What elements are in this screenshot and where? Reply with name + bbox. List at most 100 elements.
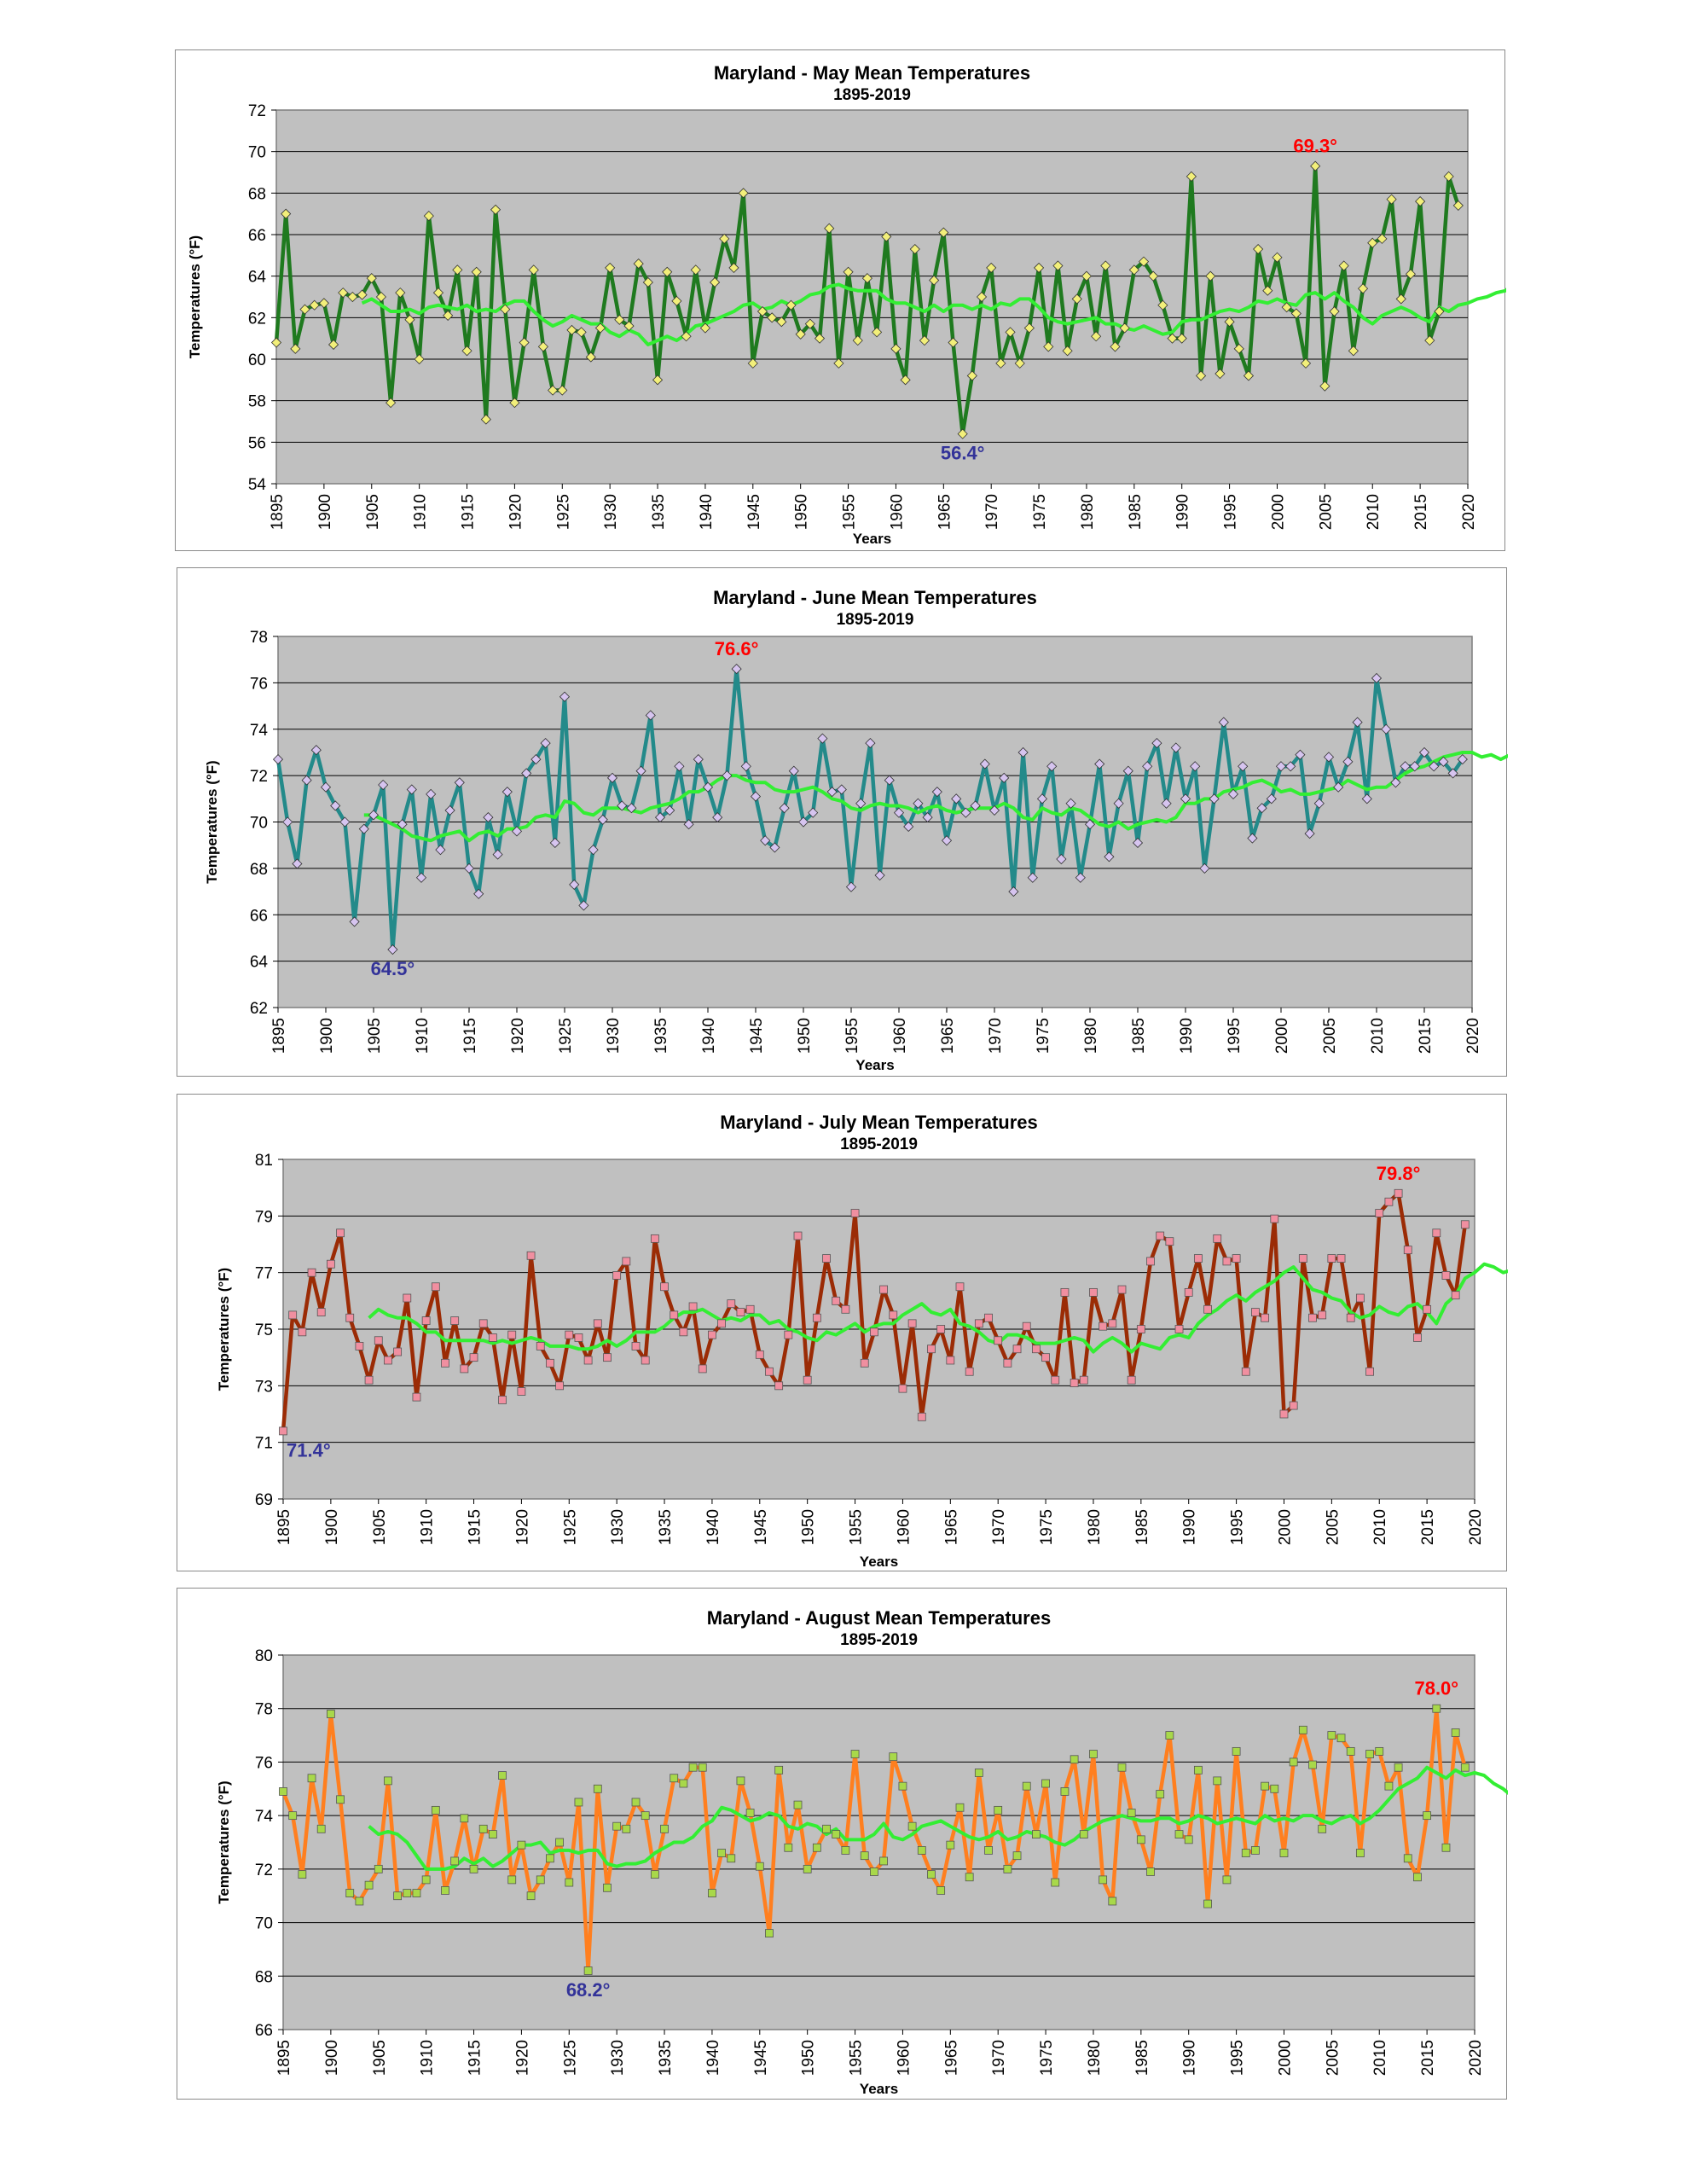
july-data-point: [688, 1302, 698, 1311]
june-data-point: [893, 807, 905, 818]
july-data-point: [316, 1308, 326, 1317]
may-x-tick-label: 2005: [1317, 494, 1335, 530]
july-data-point: [841, 1304, 850, 1314]
june-data-point: [1142, 761, 1153, 772]
august-data-point: [526, 1891, 536, 1901]
june-data-point: [1227, 788, 1239, 799]
june-data-point: [320, 781, 332, 793]
june-data-point: [740, 761, 751, 772]
july-data-point: [1432, 1228, 1441, 1238]
may-data-point: [585, 351, 596, 363]
may-data-point: [1043, 341, 1054, 352]
may-chart: Maryland - May Mean Temperatures 1895-201…: [187, 62, 1506, 547]
july-data-point: [1117, 1285, 1127, 1294]
may-x-tick-label: 1945: [745, 494, 763, 530]
july-data-point: [1099, 1321, 1108, 1331]
june-x-tick-label: 1895: [270, 1018, 288, 1054]
may-y-tick-label: 66: [248, 227, 266, 245]
may-data-point: [1367, 237, 1378, 248]
june-x-tick-label: 1905: [366, 1018, 384, 1054]
august-data-point: [517, 1840, 526, 1850]
may-x-tick-label: 1895: [269, 494, 287, 530]
june-x-tick-label: 1925: [557, 1018, 575, 1054]
july-x-tick-label: 1935: [657, 1509, 675, 1545]
may-data-point: [490, 204, 501, 215]
august-data-point: [1165, 1731, 1174, 1740]
august-trend-line: [368, 1765, 1508, 1871]
august-x-tick-label: 1925: [561, 2040, 579, 2076]
july-data-point: [955, 1282, 965, 1292]
july-y-tick-label: 79: [255, 1208, 273, 1226]
may-data-point: [1233, 343, 1244, 354]
may-data-point: [1262, 285, 1273, 296]
june-x-tick-label: 1975: [1035, 1018, 1052, 1054]
may-data-point: [576, 327, 587, 338]
august-data-point: [1222, 1875, 1232, 1885]
june-data-point: [272, 754, 284, 765]
june-x-tick-label: 1965: [939, 1018, 957, 1054]
may-x-tick-label: 1935: [650, 494, 668, 530]
august-y-tick-label: 68: [255, 1968, 273, 1986]
july-x-tick-label: 1900: [323, 1509, 341, 1545]
july-x-tick-label: 2015: [1419, 1509, 1437, 1545]
july-data-point: [593, 1319, 602, 1328]
may-data-point: [1377, 233, 1388, 244]
june-data-point: [913, 798, 924, 809]
may-x-tick-label: 1910: [412, 494, 430, 530]
may-data-point: [1100, 260, 1111, 271]
may-data-point: [1062, 346, 1073, 357]
may-high-record-label: 69.3°: [1293, 136, 1337, 157]
may-data-point: [1023, 322, 1035, 334]
june-y-tick-label: 78: [250, 629, 268, 647]
may-x-tick-label: 2010: [1365, 494, 1383, 530]
august-data-point: [1394, 1763, 1403, 1772]
august-x-tick-label: 1960: [895, 2040, 913, 2076]
may-data-point: [548, 385, 559, 396]
july-data-point: [307, 1268, 316, 1277]
august-data-point: [1346, 1746, 1355, 1756]
june-data-point: [569, 879, 580, 890]
july-data-point: [1394, 1188, 1403, 1198]
august-high-record-label: 78.0°: [1414, 1678, 1458, 1699]
june-y-tick-label: 72: [250, 768, 268, 786]
may-data-point: [652, 375, 664, 386]
july-y-tick-label: 81: [255, 1152, 273, 1170]
june-data-point: [922, 811, 933, 823]
august-data-point: [498, 1771, 507, 1780]
july-data-point: [364, 1375, 374, 1385]
july-data-point: [1213, 1234, 1222, 1243]
may-data-point: [1110, 341, 1121, 352]
june-data-point: [731, 663, 742, 675]
august-data-point: [1441, 1843, 1451, 1852]
june-y-tick-label: 76: [250, 675, 268, 693]
june-data-point: [559, 691, 571, 702]
july-data-point: [393, 1347, 403, 1356]
july-data-point: [1108, 1319, 1117, 1328]
august-data-point: [974, 1769, 983, 1777]
june-x-tick-label: 1930: [605, 1018, 623, 1054]
may-data-point: [452, 264, 463, 276]
august-data-point: [603, 1883, 612, 1892]
august-x-tick-label: 1955: [848, 2040, 866, 2076]
august-x-tick-label: 2015: [1419, 2040, 1437, 2076]
may-data-point: [1338, 260, 1349, 271]
august-x-tick-label: 1950: [800, 2040, 818, 2076]
june-data-point: [1381, 723, 1392, 735]
june-data-point: [1285, 761, 1296, 772]
june-high-record-label: 76.6°: [715, 638, 759, 659]
may-data-point: [986, 262, 997, 273]
july-data-point: [603, 1353, 612, 1362]
july-x-tick-label: 1940: [704, 1509, 722, 1545]
may-data-point: [1157, 299, 1168, 311]
july-data-point: [1032, 1345, 1041, 1354]
june-data-point: [1113, 798, 1124, 809]
may-data-point: [375, 291, 387, 303]
june-data-point: [1313, 798, 1325, 809]
may-data-point: [776, 317, 787, 328]
june-x-tick-label: 1960: [891, 1018, 909, 1054]
july-data-point: [994, 1336, 1003, 1345]
june-data-point: [501, 787, 513, 798]
may-data-point: [1424, 335, 1435, 346]
august-data-point: [1232, 1746, 1241, 1756]
august-data-point: [384, 1776, 392, 1786]
